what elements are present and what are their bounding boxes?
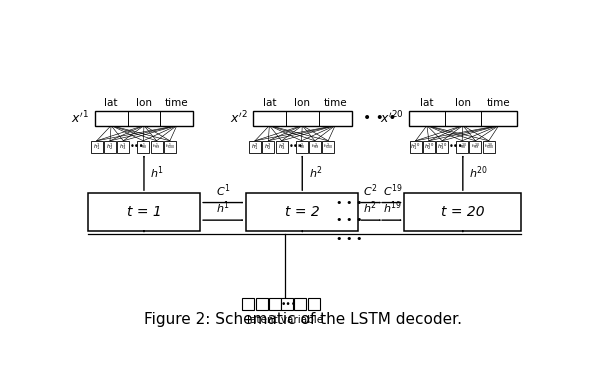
Text: $h^2$: $h^2$ [363,200,377,217]
Text: $h^{2}_{99}$: $h^{2}_{99}$ [311,141,319,152]
Text: $C^{19}$: $C^{19}$ [383,182,403,199]
Bar [246,193,359,231]
Text: $h^1_1$: $h^1_1$ [93,141,101,152]
Text: $h^2_1$: $h^2_1$ [251,141,259,152]
Bar [95,111,193,126]
Bar [91,141,102,153]
Text: •••: ••• [449,142,464,151]
Text: • • •: • • • [336,197,362,208]
Bar [281,298,293,310]
Text: t = 1: t = 1 [127,205,162,219]
Bar [322,141,334,153]
Bar [483,141,495,153]
Bar [262,141,274,153]
Bar [137,141,149,153]
Text: $h^2$: $h^2$ [308,165,323,181]
Bar [249,141,261,153]
Text: $C^2$: $C^2$ [362,182,377,199]
Bar [469,141,481,153]
Bar [410,141,422,153]
Text: • • •: • • • [336,215,362,225]
Bar [276,141,288,153]
Bar [309,141,321,153]
Text: lat: lat [263,98,276,108]
Bar [104,141,116,153]
Bar [409,111,517,126]
Text: •••: ••• [130,142,144,151]
Text: $h^{20}_3$: $h^{20}_3$ [437,141,448,152]
Text: lon: lon [136,98,152,108]
Text: $h^{2}_{98}$: $h^{2}_{98}$ [297,141,306,152]
Text: $h^1$: $h^1$ [216,200,230,217]
Text: $h^1_3$: $h^1_3$ [120,141,127,152]
Text: $h^{{20}}_{100}$: $h^{{20}}_{100}$ [484,141,494,152]
Text: •••: ••• [281,300,297,309]
Bar [150,141,163,153]
Bar [253,111,352,126]
Text: latent variable: latent variable [247,315,323,325]
Text: $h^{20}_1$: $h^{20}_1$ [410,141,421,152]
Text: time: time [487,98,510,108]
Text: $h^{20}$: $h^{20}$ [469,165,488,181]
Text: $h^{{20}}_{99}$: $h^{{20}}_{99}$ [471,141,480,152]
Bar [456,141,468,153]
Text: $h^1$: $h^1$ [150,165,165,181]
Bar [404,193,522,231]
Text: $h^{{20}}_{98}$: $h^{{20}}_{98}$ [458,141,466,152]
Text: $x'^{20}$: $x'^{20}$ [379,110,403,127]
Bar [423,141,435,153]
Text: $h^1_2$: $h^1_2$ [106,141,114,152]
Text: •••: ••• [288,142,303,151]
Text: lat: lat [420,98,434,108]
Text: lon: lon [294,98,310,108]
Bar [117,141,129,153]
Text: $h^{20}_2$: $h^{20}_2$ [424,141,434,152]
Text: $x'^1$: $x'^1$ [71,110,89,127]
Text: $h^2_3$: $h^2_3$ [278,141,285,152]
Bar [436,141,448,153]
Text: lon: lon [455,98,471,108]
Bar [308,298,320,310]
Text: $h^{1}_{98}$: $h^{1}_{98}$ [139,141,147,152]
Text: lat: lat [104,98,118,108]
Text: t = 2: t = 2 [285,205,320,219]
Text: $h^{2}_{100}$: $h^{2}_{100}$ [323,141,333,152]
Bar [294,298,306,310]
Bar [256,298,268,310]
Text: $h^2_2$: $h^2_2$ [265,141,272,152]
Text: $h^{1}_{99}$: $h^{1}_{99}$ [152,141,161,152]
Text: $x'^2$: $x'^2$ [230,110,247,127]
Text: time: time [323,98,347,108]
Text: $C^1$: $C^1$ [215,182,230,199]
Text: $h^{1}_{100}$: $h^{1}_{100}$ [165,141,175,152]
Bar [88,193,200,231]
Bar [269,298,281,310]
Text: • • •: • • • [336,234,362,244]
Bar [164,141,176,153]
Bar [295,141,307,153]
Text: t = 20: t = 20 [441,205,485,219]
Text: Figure 2: Schematic of the LSTM decoder.: Figure 2: Schematic of the LSTM decoder. [144,312,462,327]
Text: time: time [165,98,189,108]
Text: $h^{19}$: $h^{19}$ [383,200,403,217]
Bar [243,298,255,310]
Text: • • •: • • • [363,111,397,125]
